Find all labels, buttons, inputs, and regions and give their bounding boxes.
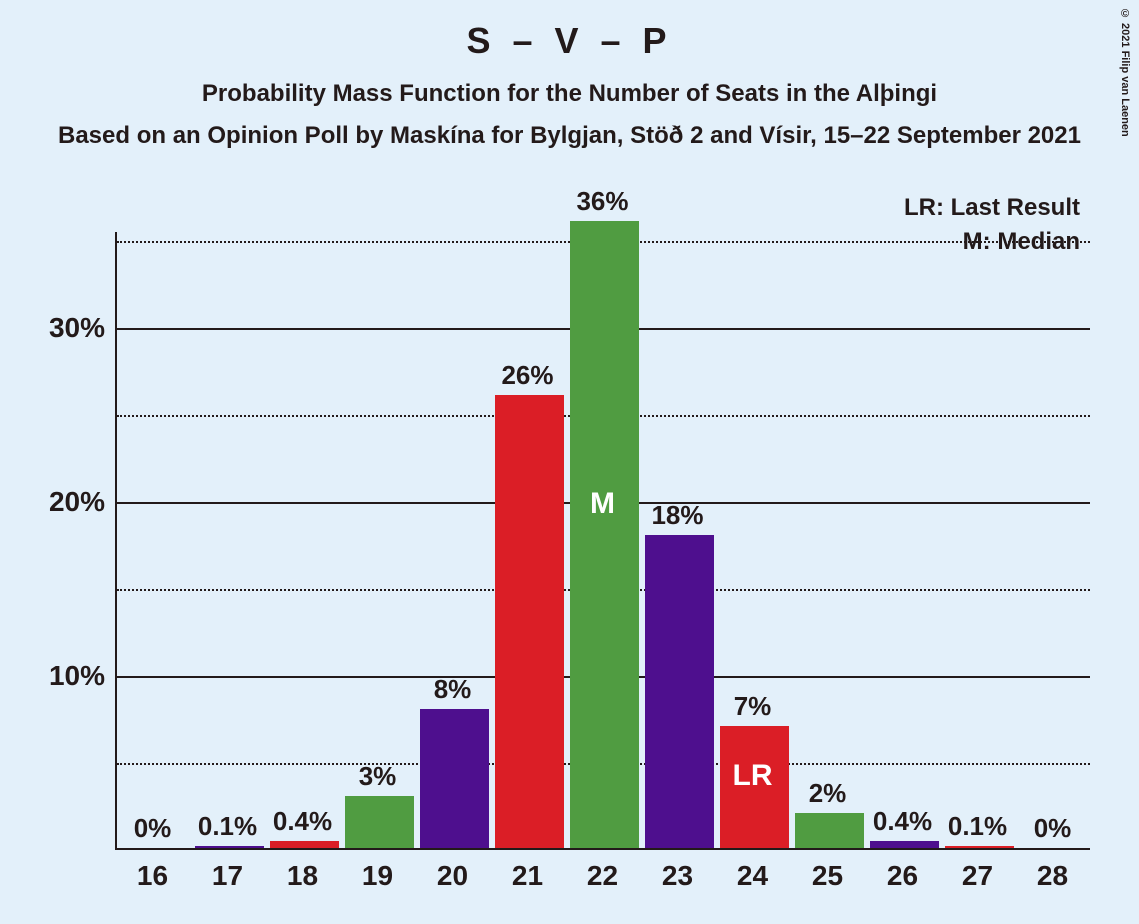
- x-tick-label: 26: [887, 860, 918, 892]
- x-tick-label: 27: [962, 860, 993, 892]
- bar: [870, 841, 939, 848]
- bar-value-label: 8%: [434, 674, 472, 705]
- bar-value-label: 0.4%: [873, 806, 932, 837]
- bar-value-label: 2%: [809, 778, 847, 809]
- bar-value-label: 0.1%: [198, 811, 257, 842]
- bar: [420, 709, 489, 848]
- bar-value-label: 0%: [134, 813, 172, 844]
- x-tick-label: 18: [287, 860, 318, 892]
- bar-value-label: 0.4%: [273, 806, 332, 837]
- copyright-label: © 2021 Filip van Laenen: [1119, 8, 1131, 137]
- legend-lr: LR: Last Result: [904, 194, 1080, 222]
- bar-value-label: 0%: [1034, 813, 1072, 844]
- bar: [645, 535, 714, 848]
- y-tick-label: 30%: [49, 312, 105, 344]
- bar-value-label: 18%: [651, 500, 703, 531]
- y-tick-label: 10%: [49, 660, 105, 692]
- bar-value-label: 0.1%: [948, 811, 1007, 842]
- x-tick-label: 17: [212, 860, 243, 892]
- plot-area: [115, 232, 1090, 850]
- bar: [195, 846, 264, 848]
- x-tick-label: 22: [587, 860, 618, 892]
- legend-m: M: Median: [963, 228, 1080, 256]
- bar-value-label: 26%: [501, 360, 553, 391]
- bar: [945, 846, 1014, 848]
- bar-value-label: 3%: [359, 761, 397, 792]
- y-tick-label: 20%: [49, 486, 105, 518]
- x-tick-label: 19: [362, 860, 393, 892]
- chart-subtitle-2: Based on an Opinion Poll by Maskína for …: [30, 122, 1109, 150]
- last-result-marker: LR: [733, 759, 773, 793]
- x-tick-label: 25: [812, 860, 843, 892]
- x-tick-label: 21: [512, 860, 543, 892]
- x-tick-label: 24: [737, 860, 768, 892]
- bar: [795, 813, 864, 848]
- chart-container: © 2021 Filip van Laenen S – V – P Probab…: [0, 0, 1139, 924]
- bar-value-label: 36%: [576, 186, 628, 217]
- x-tick-label: 16: [137, 860, 168, 892]
- x-tick-label: 20: [437, 860, 468, 892]
- x-tick-label: 23: [662, 860, 693, 892]
- chart-subtitle-1: Probability Mass Function for the Number…: [30, 80, 1109, 108]
- bar: [345, 796, 414, 848]
- bar: [270, 841, 339, 848]
- bar-value-label: 7%: [734, 691, 772, 722]
- chart-title: S – V – P: [30, 20, 1109, 62]
- x-tick-label: 28: [1037, 860, 1068, 892]
- bar: [570, 221, 639, 848]
- bar: [495, 395, 564, 848]
- median-marker: M: [590, 487, 615, 521]
